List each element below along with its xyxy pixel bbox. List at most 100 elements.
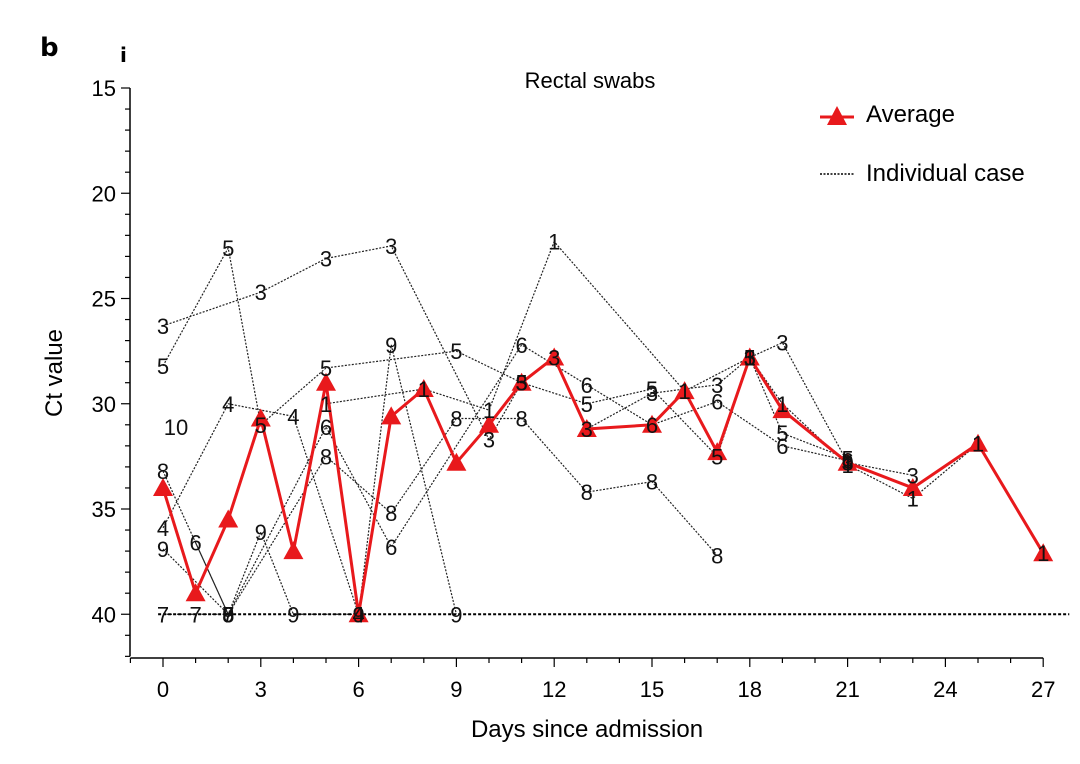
average-marker bbox=[902, 477, 923, 496]
average-marker bbox=[479, 414, 499, 433]
average-marker bbox=[968, 433, 988, 452]
case-point-label: 5 bbox=[222, 236, 234, 261]
x-tick-label: 6 bbox=[352, 677, 364, 702]
case-point-label: 6 bbox=[776, 434, 788, 459]
legend-average-marker bbox=[827, 106, 847, 125]
case-point-label: 3 bbox=[483, 428, 495, 453]
case-point-label: 6 bbox=[646, 413, 658, 438]
case-point-label: 5 bbox=[744, 345, 756, 370]
case-point-label: 1 bbox=[972, 432, 984, 457]
sub-panel-letter: i bbox=[120, 43, 127, 67]
case-point-label: 3 bbox=[320, 247, 332, 272]
average-marker bbox=[413, 379, 434, 398]
case-point-label: 5 bbox=[255, 413, 267, 438]
average-marker bbox=[381, 406, 402, 425]
average-marker bbox=[674, 381, 695, 400]
case-point-label: 8 bbox=[450, 406, 462, 431]
case-point-label: 4 bbox=[352, 602, 364, 627]
case-point-label: 9 bbox=[352, 602, 364, 627]
y-tick-label: 40 bbox=[92, 602, 116, 627]
x-tick-label: 24 bbox=[933, 677, 957, 702]
average-marker bbox=[1033, 543, 1054, 562]
individual-case-line-5 bbox=[162, 246, 848, 460]
x-tick-label: 0 bbox=[157, 677, 169, 702]
case-point-label: 9 bbox=[157, 537, 169, 562]
case-point-label: 6 bbox=[320, 415, 332, 440]
average-marker bbox=[185, 583, 206, 602]
case-point-label: 8 bbox=[515, 406, 527, 431]
case-point-label: 9 bbox=[385, 333, 397, 358]
case-point-label: 6 bbox=[581, 373, 593, 398]
x-axis-label: Days since admission bbox=[471, 716, 703, 743]
case-point-label: 7 bbox=[189, 602, 201, 627]
case-point-label: 9 bbox=[287, 602, 299, 627]
average-marker bbox=[348, 604, 369, 623]
case-point-label: 6 bbox=[385, 535, 397, 560]
case-point-label: 1 bbox=[320, 392, 332, 417]
case-point-label: 4 bbox=[222, 392, 234, 417]
case-point-label: 1 bbox=[841, 453, 853, 478]
chart-title: Rectal swabs bbox=[525, 68, 656, 93]
case-point-label: 8 bbox=[646, 470, 658, 495]
case-point-label: 3 bbox=[255, 280, 267, 305]
case-point-label: 8 bbox=[385, 501, 397, 526]
case-point-label: 9 bbox=[450, 602, 462, 627]
case-point-label: 7 bbox=[157, 602, 169, 627]
case-point-label: 7 bbox=[222, 602, 234, 627]
case-point-label: 1 bbox=[418, 377, 430, 402]
case-point-label: 6 bbox=[711, 390, 723, 415]
case-point-label: 3 bbox=[907, 463, 919, 488]
x-tick-label: 9 bbox=[450, 677, 462, 702]
case-point-label: 9 bbox=[222, 602, 234, 627]
y-tick-label: 15 bbox=[92, 76, 116, 101]
case-point-label: 3 bbox=[385, 234, 397, 259]
average-marker bbox=[642, 414, 662, 433]
case-point-label: 3 bbox=[841, 451, 853, 476]
y-tick-label: 20 bbox=[92, 181, 116, 206]
case-point-label: 8 bbox=[222, 602, 234, 627]
case-point-label: 4 bbox=[287, 404, 299, 429]
case-point-label: 8 bbox=[320, 444, 332, 469]
case-point-label: 3 bbox=[744, 345, 756, 370]
case-point-label: 6 bbox=[222, 602, 234, 627]
case-point-label: 1 bbox=[776, 392, 788, 417]
case-point-label: 6 bbox=[189, 531, 201, 556]
case-point-label: 3 bbox=[515, 371, 527, 396]
case-point-label: 1 bbox=[678, 379, 690, 404]
case-point-label: 8 bbox=[157, 459, 169, 484]
average-marker bbox=[153, 477, 173, 496]
individual-case-line-3 bbox=[162, 245, 913, 476]
legend: Average Individual case bbox=[820, 101, 1025, 187]
average-marker bbox=[446, 452, 467, 471]
case-point-label: 3 bbox=[548, 345, 560, 370]
case-point-label: 4 bbox=[157, 516, 169, 541]
case-point-label: 8 bbox=[581, 480, 593, 505]
average-marker bbox=[283, 541, 304, 560]
case-point-label: 5 bbox=[776, 421, 788, 446]
case-point-label: 10 bbox=[164, 415, 188, 440]
case-point-label: 6 bbox=[515, 333, 527, 358]
x-tick-label: 27 bbox=[1031, 677, 1055, 702]
case-point-label: 5 bbox=[450, 339, 462, 364]
legend-average-label: Average bbox=[866, 101, 955, 128]
case-point-label: 5 bbox=[157, 354, 169, 379]
panel-letter: b bbox=[40, 33, 59, 63]
average-marker bbox=[576, 419, 597, 438]
average-marker bbox=[772, 400, 793, 419]
x-tick-label: 21 bbox=[835, 677, 859, 702]
case-point-label: 5 bbox=[581, 392, 593, 417]
case-point-label: 3 bbox=[711, 373, 723, 398]
case-point-label: 1 bbox=[744, 345, 756, 370]
case-point-label: 8 bbox=[711, 543, 723, 568]
average-marker bbox=[837, 452, 858, 471]
case-point-label: 6 bbox=[841, 449, 853, 474]
average-marker bbox=[316, 372, 336, 391]
y-axis-label: Ct value bbox=[41, 329, 68, 417]
case-point-label: 1 bbox=[1037, 541, 1049, 566]
case-point-label: 3 bbox=[776, 331, 788, 356]
x-tick-label: 18 bbox=[738, 677, 762, 702]
x-tick-label: 3 bbox=[255, 677, 267, 702]
